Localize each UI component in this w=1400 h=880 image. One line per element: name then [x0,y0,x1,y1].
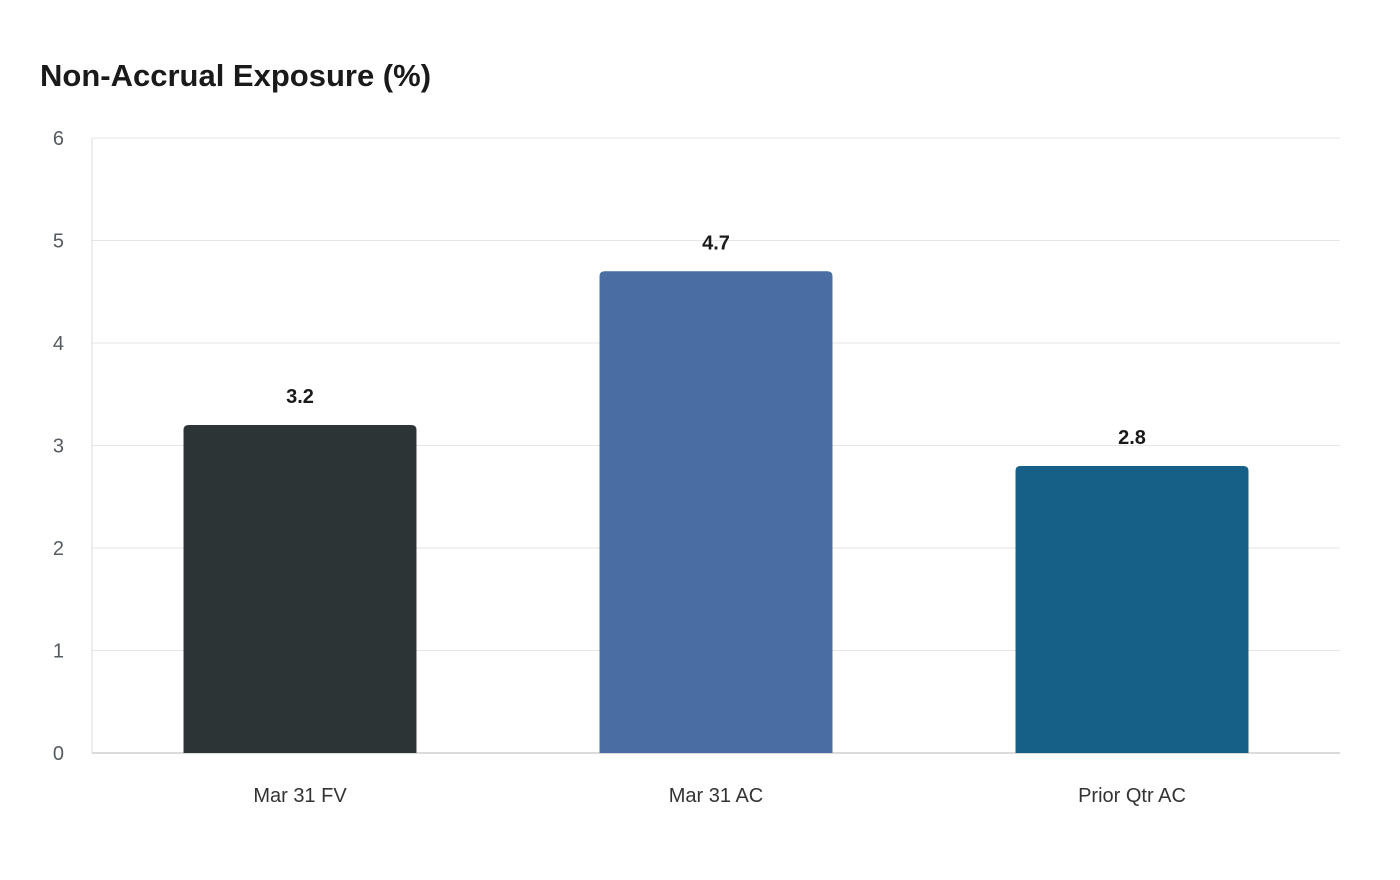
data-label: 2.8 [1118,427,1146,449]
labels: 0 1 2 3 4 5 6 3.2 Mar 31 FV 4.7 Mar 31 AC 2.8 Prior … [53,128,1186,807]
bar-prior-qtr-ac [1015,466,1249,753]
y-tick-label: 3 [53,436,64,458]
bars [183,271,1249,753]
data-label: 3.2 [286,386,314,408]
bar-mar-31-ac [599,271,833,753]
y-tick-label: 0 [53,743,64,765]
y-tick-label: 4 [53,333,64,355]
y-tick-label: 2 [53,538,64,560]
data-label: 4.7 [702,232,730,254]
chart-title: Non-Accrual Exposure (%) [40,58,432,93]
y-tick-label: 1 [53,641,64,663]
bar-mar-31-fv [183,425,417,753]
x-tick-label: Mar 31 FV [253,785,347,807]
y-tick-label: 6 [53,128,64,150]
x-tick-label: Mar 31 AC [669,785,763,807]
y-tick-label: 5 [53,231,64,253]
x-tick-label: Prior Qtr AC [1078,785,1186,807]
